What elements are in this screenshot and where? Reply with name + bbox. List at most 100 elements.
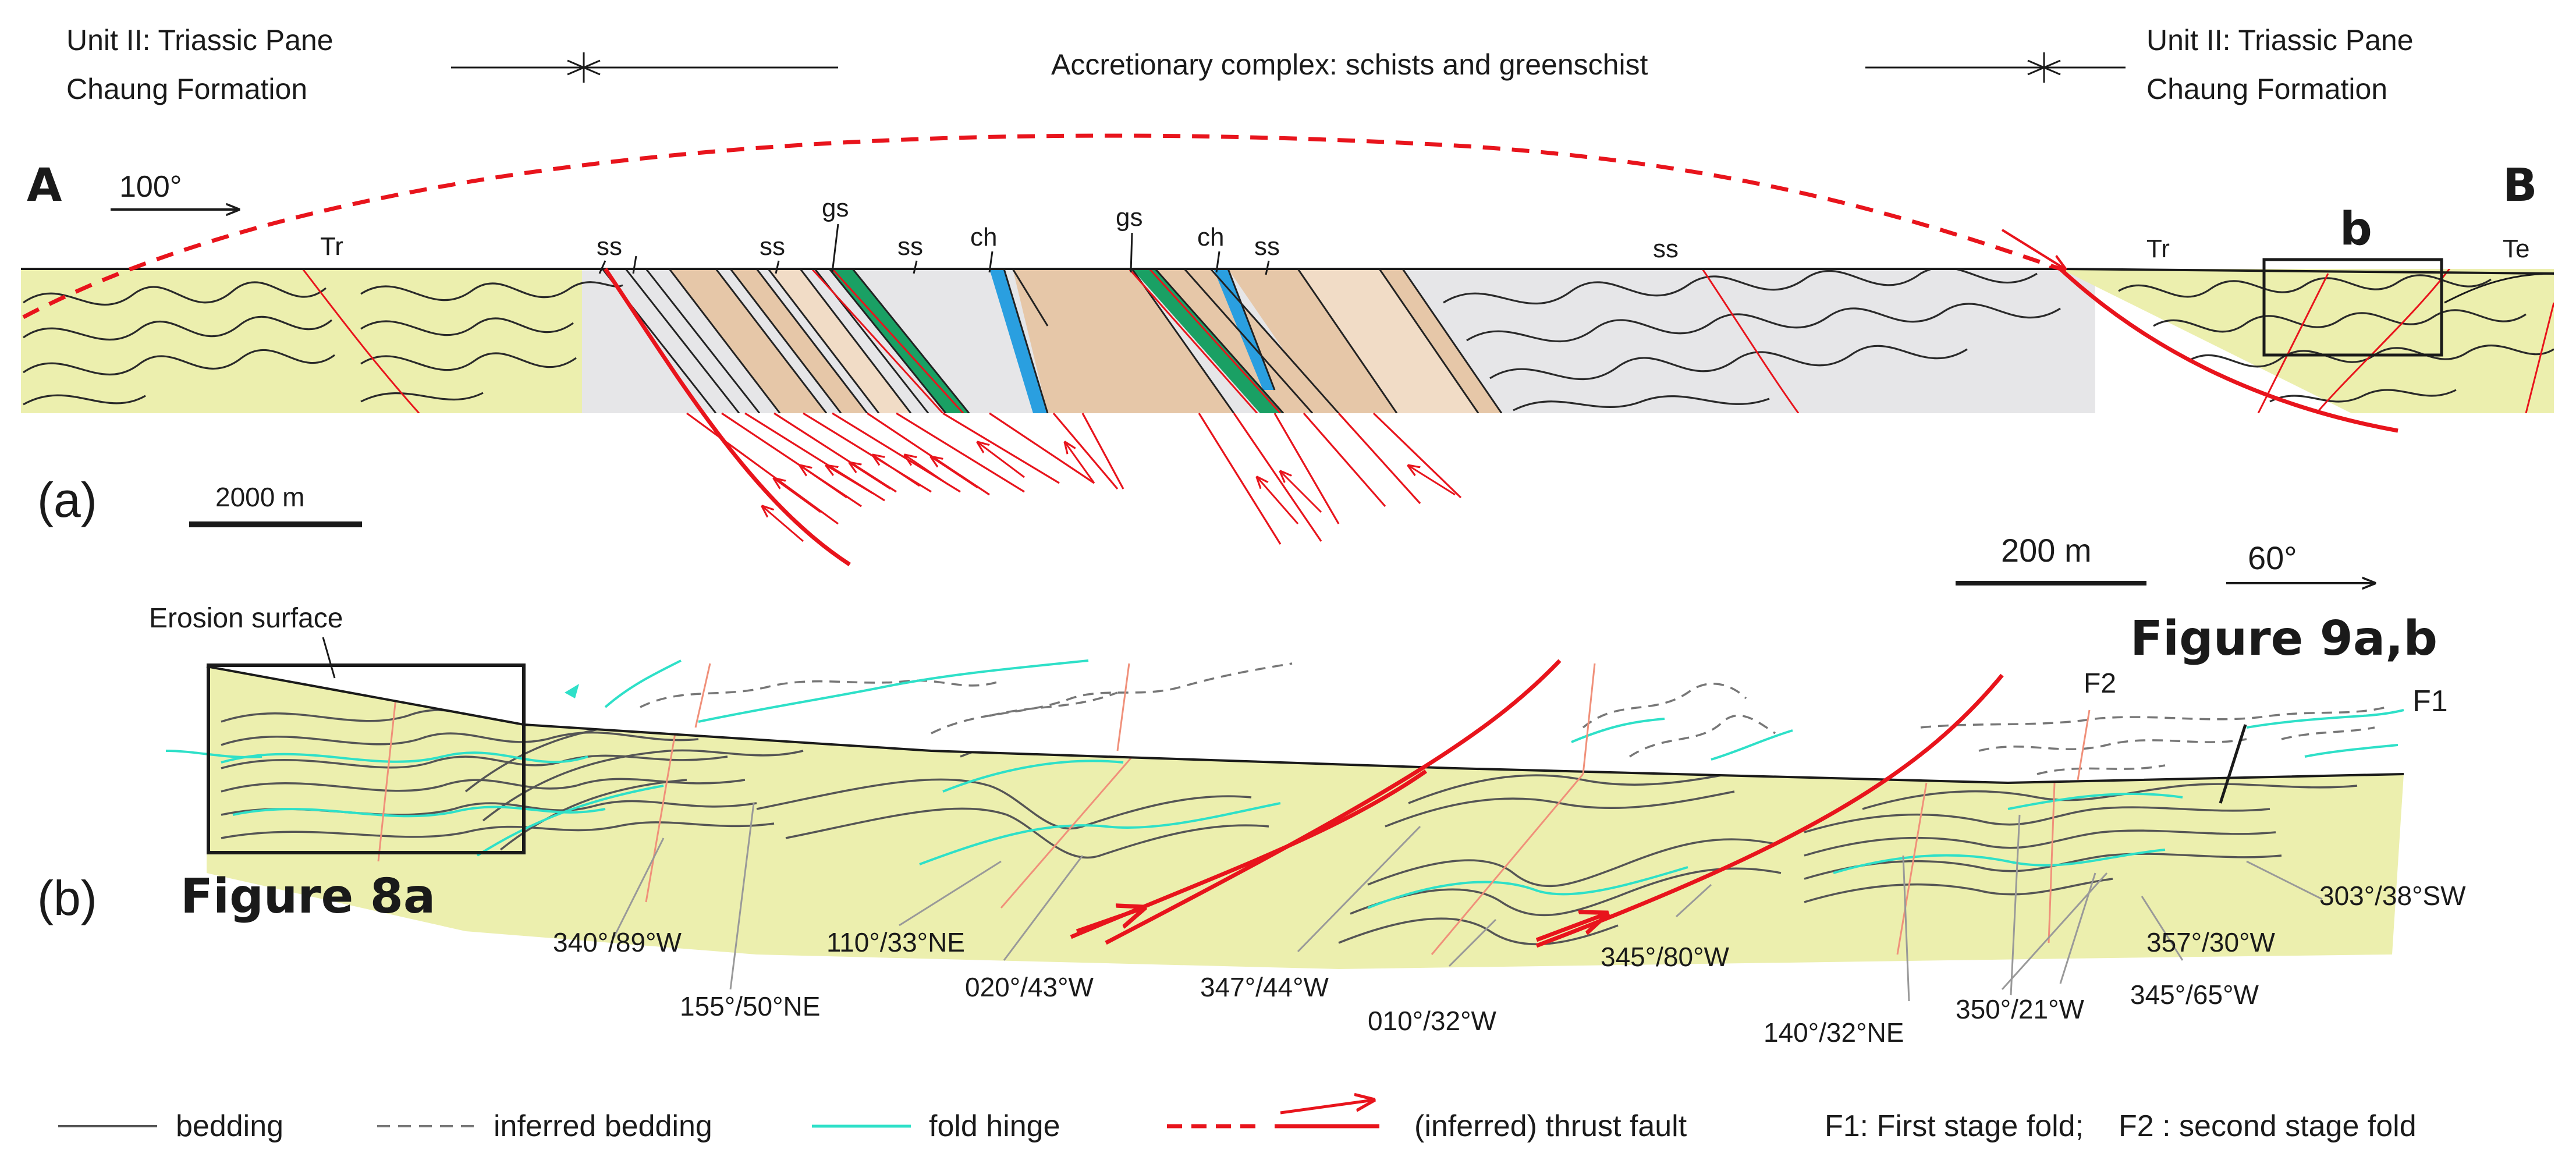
leader-line: [598, 260, 606, 274]
orientation-label: 350°/21°W: [1956, 994, 2084, 1024]
header-left-line2: Chaung Formation: [66, 73, 307, 105]
hinge-arrow-marker: [565, 684, 579, 698]
legend-f2-label: F2 : second stage fold: [2119, 1109, 2417, 1143]
unit-label: Te: [2503, 235, 2529, 263]
orientation-label: 340°/89°W: [553, 927, 682, 957]
unit-label: gs: [822, 194, 849, 222]
section-b-azimuth: 60°: [2248, 540, 2297, 576]
orientation-label: 303°/38°SW: [2319, 881, 2466, 911]
orientation-label: 357°/30°W: [2146, 927, 2275, 957]
f1-label: F1: [2412, 684, 2448, 718]
section-a-te-contact: [2444, 272, 2554, 304]
section-b-f2-traces-out: [694, 663, 2091, 780]
orientation-label: 010°/32°W: [1368, 1006, 1496, 1036]
section-a-unit-labels: Tr ss ss gs ss ch gs ch ss ss Tr Te: [320, 194, 2529, 275]
section-b: Erosion surface Figure 8a Figure 9a,b F2…: [37, 532, 2466, 1048]
section-a-faults-thin: [301, 269, 2554, 413]
tan-band-7: [1379, 269, 1502, 413]
section-a-box-b-label: b: [2340, 203, 2372, 256]
section-b-slip-arrows: [1076, 908, 1606, 942]
unit-label: ch: [1197, 223, 1224, 251]
triassic-left-unit: [21, 269, 620, 413]
section-b-scale-label: 200 m: [2001, 532, 2092, 569]
tan-band-6: [1228, 269, 1397, 413]
section-b-bedding: [221, 709, 2358, 946]
section-a-units: [21, 269, 2554, 413]
erosion-leader: [322, 637, 336, 679]
folds-schist-right: [1443, 269, 2061, 411]
legend: bedding inferred bedding fold hinge (inf…: [58, 1100, 2417, 1143]
leader-line: [1215, 251, 1220, 273]
light-tan-band: [1298, 269, 1478, 413]
f1-marker-line: [2219, 724, 2247, 804]
major-thrust-left: [604, 268, 851, 566]
leader-line: [1130, 232, 1133, 273]
header: Unit II: Triassic Pane Chaung Formation …: [66, 24, 2414, 105]
leader-line: [988, 251, 994, 273]
chert-band-2: [1214, 269, 1275, 390]
leader-line: [775, 260, 780, 274]
orientation-label: 345°/80°W: [1601, 942, 1729, 972]
erosion-surface-label: Erosion surface: [149, 603, 343, 634]
legend-thrust-label: (inferred) thrust fault: [1414, 1109, 1687, 1143]
triassic-right-unit: [2060, 269, 2554, 413]
section-b-inferred-bedding: [640, 662, 2387, 775]
unit-label: gs: [1116, 203, 1142, 232]
orientation-label: 110°/33°NE: [826, 927, 965, 957]
section-a-fault-extensions: [686, 412, 1462, 545]
header-right-line1: Unit II: Triassic Pane: [2146, 24, 2414, 56]
figure-8a-label: Figure 8a: [180, 869, 435, 924]
tan-band-2: [730, 269, 867, 413]
leader-line: [632, 256, 637, 274]
section-b-fold-hinges-in: [221, 751, 2183, 909]
leader-line: [913, 260, 918, 274]
leader-line: [831, 223, 839, 273]
orientation-labels: 340°/89°W 155°/50°NE 110°/33°NE 020°/43°…: [553, 881, 2466, 1048]
section-b-panel-label: (b): [37, 871, 97, 925]
section-a-scale-label: 2000 m: [215, 482, 304, 512]
inferred-thrust-arc: [22, 133, 2061, 320]
major-thrust-right: [2059, 267, 2398, 433]
orientation-label: 140°/32°NE: [1764, 1017, 1904, 1048]
orientation-leaders: [610, 803, 2323, 1002]
unit-label: ss: [897, 232, 923, 261]
orientation-label: 347°/44°W: [1200, 972, 1329, 1002]
greenschist-band-2: [1132, 269, 1283, 413]
leader-line: [1265, 260, 1270, 275]
unit-label: Tr: [2146, 235, 2170, 263]
folds-triassic-right: [2118, 274, 2554, 403]
unit-label: ss: [760, 232, 785, 261]
header-left-line1: Unit II: Triassic Pane: [66, 24, 333, 56]
section-b-fill: [207, 666, 2404, 969]
tan-band-3: [768, 269, 911, 413]
legend-thrust-arrow: [1280, 1100, 1374, 1115]
orientation-label: 155°/50°NE: [680, 991, 820, 1021]
unit-label: ch: [970, 223, 997, 251]
legend-fold-hinge-label: fold hinge: [929, 1109, 1060, 1143]
section-a-panel-label: (a): [37, 473, 97, 527]
header-center-label: Accretionary complex: schists and greens…: [1051, 48, 1648, 81]
erosion-surface: [206, 665, 2404, 785]
tan-band-4: [1013, 269, 1234, 413]
section-a-fault-arrows: [762, 442, 1456, 542]
unit-label: ss: [597, 232, 622, 261]
unit-label: ss: [1254, 232, 1280, 261]
section-a-end-right: B: [2503, 159, 2537, 212]
folds-triassic-left: [23, 281, 623, 406]
unit-label: ss: [1653, 235, 1679, 263]
section-a-box-b: [2262, 258, 2443, 357]
section-a-end-left: A: [27, 159, 62, 212]
inferred-thrust-arrow: [2001, 229, 2065, 269]
unit-label: Tr: [320, 232, 343, 261]
header-right-arrowhead: [2027, 59, 2061, 76]
section-b-f2-traces-in: [377, 698, 2056, 955]
f2-label: F2: [2084, 668, 2116, 699]
chert-band-1: [989, 269, 1048, 413]
figure-8a-box: [207, 663, 526, 854]
header-left-arrowhead: [567, 59, 601, 76]
tan-band-1: [669, 269, 826, 413]
figure-9ab-label: Figure 9a,b: [2130, 611, 2437, 666]
section-b-fold-hinges-out: [165, 659, 2404, 761]
legend-inferred-bedding-label: inferred bedding: [494, 1109, 712, 1143]
